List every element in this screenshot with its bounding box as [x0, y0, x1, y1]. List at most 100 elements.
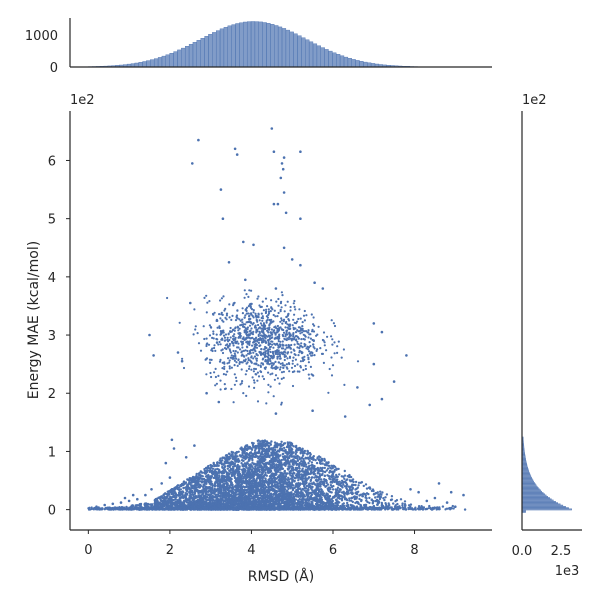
scatter-point	[342, 490, 345, 493]
scatter-point	[279, 495, 283, 498]
top-hist-bar	[324, 49, 329, 68]
scatter-point	[347, 485, 350, 488]
scatter-point	[275, 486, 278, 489]
top-hist-bar	[305, 39, 310, 68]
scatter-point	[262, 483, 266, 486]
scatter-point	[256, 475, 259, 478]
scatter-point	[316, 472, 319, 475]
scatter-point	[293, 479, 296, 483]
scatter-point	[217, 470, 220, 474]
scatter-point	[340, 485, 343, 488]
scatter-point	[293, 460, 296, 463]
scatter-point	[223, 499, 226, 502]
scatter-point	[201, 477, 204, 481]
scatter-point	[267, 467, 270, 470]
scatter-point	[290, 460, 293, 463]
scatter-point	[298, 491, 301, 495]
scatter-point	[169, 490, 172, 494]
scatter-point	[326, 496, 330, 499]
scatter-point	[326, 467, 330, 470]
scatter-point	[300, 473, 303, 476]
scatter-point	[220, 480, 223, 483]
scatter-point	[150, 503, 154, 506]
scatter-point	[248, 455, 251, 459]
scatter-point	[153, 500, 157, 504]
scatter-point	[319, 466, 322, 470]
scatter-point	[295, 463, 298, 467]
scatter-point	[221, 466, 224, 469]
scatter-point	[210, 480, 213, 483]
scatter-point	[237, 488, 240, 491]
scatter-point	[130, 504, 133, 507]
scatter-point	[240, 474, 244, 478]
scatter-point	[307, 476, 311, 479]
top-hist-bar	[153, 58, 159, 68]
top-hist-bar	[351, 59, 356, 68]
scatter-point	[203, 503, 207, 506]
scatter-point	[334, 501, 337, 505]
scatter-point	[325, 469, 328, 472]
scatter-point	[250, 483, 253, 486]
scatter-point	[331, 473, 334, 477]
scatter-point	[233, 476, 237, 480]
scatter-point	[351, 478, 355, 481]
scatter-point	[268, 477, 271, 481]
scatter-point	[258, 470, 261, 474]
scatter-point	[324, 485, 327, 488]
scatter-point	[296, 493, 300, 496]
scatter-point	[320, 498, 324, 502]
scatter-point	[188, 494, 191, 497]
scatter-point	[222, 488, 225, 492]
scatter-point	[345, 490, 349, 493]
scatter-point	[381, 491, 384, 494]
scatter-point	[280, 461, 283, 464]
scatter-point	[143, 504, 147, 507]
scatter-point	[309, 478, 313, 482]
top-hist-bar	[355, 60, 360, 68]
scatter-point	[287, 468, 290, 471]
scatter-point	[173, 491, 177, 495]
scatter-point	[230, 460, 233, 463]
scatter-point	[261, 480, 264, 484]
scatter-point	[310, 476, 313, 480]
scatter-point	[338, 473, 341, 476]
scatter-point	[177, 494, 180, 497]
scatter-point	[367, 492, 370, 496]
scatter-point	[220, 476, 224, 479]
scatter-point	[257, 457, 260, 460]
scatter-point	[301, 478, 304, 482]
scatter-point	[248, 471, 251, 475]
scatter-point	[308, 482, 311, 485]
top-hist-bar	[343, 56, 349, 68]
scatter-point	[265, 474, 268, 477]
scatter-point	[322, 470, 325, 473]
scatter-point	[292, 455, 296, 458]
scatter-point	[218, 459, 221, 462]
scatter-point	[211, 467, 215, 470]
scatter-point	[290, 454, 293, 458]
scatter-point	[287, 487, 290, 491]
scatter-point	[279, 502, 283, 505]
top-hist-bar	[227, 25, 232, 68]
scatter-point	[223, 475, 226, 478]
scatter-point	[318, 497, 322, 500]
scatter-point	[311, 491, 314, 494]
scatter-point	[287, 483, 291, 487]
scatter-point	[285, 481, 288, 484]
scatter-point	[319, 485, 322, 488]
scatter-point	[288, 455, 291, 458]
scatter-point	[208, 489, 211, 493]
scatter-point	[303, 484, 306, 487]
scatter-point	[331, 496, 334, 500]
scatter-point	[244, 469, 247, 473]
scatter-point	[245, 491, 249, 494]
scatter-point	[297, 499, 300, 502]
scatter-point	[202, 477, 206, 481]
scatter-point	[340, 497, 343, 500]
scatter-point	[283, 482, 286, 485]
top-hist-bar	[208, 34, 213, 68]
scatter-point	[296, 459, 300, 462]
scatter-point	[327, 486, 331, 489]
scatter-point	[316, 499, 319, 503]
scatter-point	[230, 450, 233, 454]
